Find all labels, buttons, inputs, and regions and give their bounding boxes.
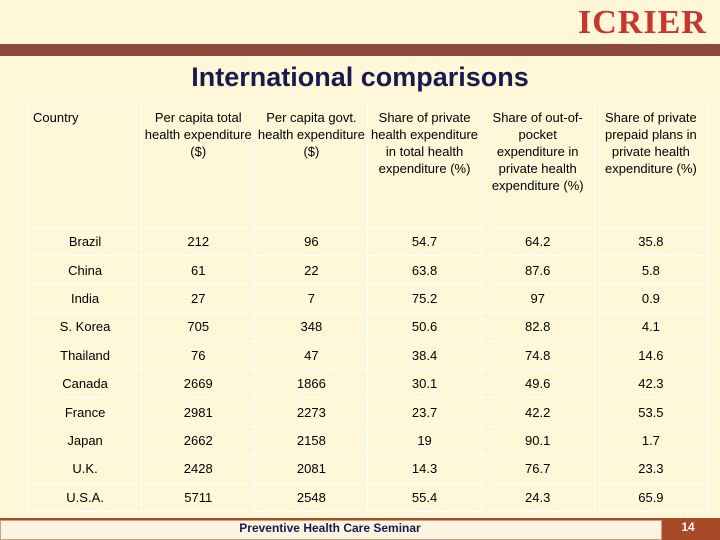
cell-private-share: 75.2: [367, 283, 482, 314]
table-row: France 2981 2273 23.7 42.2 53.5: [27, 397, 709, 427]
cell-country: Thailand: [27, 340, 143, 370]
header-govt-expenditure: Per capita govt. health expenditure ($): [254, 102, 369, 228]
cell-govt-expenditure: 47: [254, 340, 369, 370]
cell-total-expenditure: 2428: [141, 454, 256, 484]
cell-prepaid-share: 42.3: [593, 368, 709, 399]
cell-govt-expenditure: 348: [254, 312, 369, 342]
table-row: U.K. 2428 2081 14.3 76.7 23.3: [27, 454, 709, 484]
cell-private-share: 55.4: [367, 482, 482, 513]
cell-govt-expenditure: 2548: [254, 482, 369, 513]
page-title: International comparisons: [191, 62, 529, 92]
table-row: Canada 2669 1866 30.1 49.6 42.3: [27, 368, 709, 399]
table-row: S. Korea 705 348 50.6 82.8 4.1: [27, 312, 709, 342]
cell-govt-expenditure: 1866: [254, 368, 369, 399]
cell-country: U.K.: [27, 454, 143, 484]
table-row: Japan 2662 2158 19 90.1 1.7: [27, 425, 709, 456]
cell-country: India: [27, 283, 143, 314]
table-row: U.S.A. 5711 2548 55.4 24.3 65.9: [27, 482, 709, 513]
cell-prepaid-share: 5.8: [593, 255, 709, 285]
cell-total-expenditure: 2981: [141, 397, 256, 427]
cell-prepaid-share: 1.7: [593, 425, 709, 456]
cell-out-of-pocket-share: 64.2: [480, 226, 595, 257]
cell-total-expenditure: 2669: [141, 368, 256, 399]
cell-prepaid-share: 23.3: [593, 454, 709, 484]
table-row: China 61 22 63.8 87.6 5.8: [27, 255, 709, 285]
header-total-expenditure: Per capita total health expenditure ($): [141, 102, 256, 228]
footer-seminar-title: Preventive Health Care Seminar: [239, 521, 421, 535]
cell-total-expenditure: 212: [141, 226, 256, 257]
cell-govt-expenditure: 96: [254, 226, 369, 257]
cell-private-share: 38.4: [367, 340, 482, 370]
cell-private-share: 19: [367, 425, 482, 456]
cell-out-of-pocket-share: 24.3: [480, 482, 595, 513]
header-prepaid-share: Share of private prepaid plans in privat…: [593, 102, 709, 228]
cell-govt-expenditure: 2081: [254, 454, 369, 484]
cell-total-expenditure: 2662: [141, 425, 256, 456]
cell-out-of-pocket-share: 90.1: [480, 425, 595, 456]
cell-govt-expenditure: 22: [254, 255, 369, 285]
table-header-row: Country Per capita total health expendit…: [27, 102, 709, 228]
comparison-table-container: Country Per capita total health expendit…: [27, 102, 709, 513]
cell-out-of-pocket-share: 87.6: [480, 255, 595, 285]
icrier-logo: ICRIER: [578, 4, 707, 41]
cell-private-share: 14.3: [367, 454, 482, 484]
cell-private-share: 63.8: [367, 255, 482, 285]
table-row: Thailand 76 47 38.4 74.8 14.6: [27, 340, 709, 370]
cell-prepaid-share: 4.1: [593, 312, 709, 342]
cell-prepaid-share: 0.9: [593, 283, 709, 314]
cell-govt-expenditure: 2158: [254, 425, 369, 456]
cell-country: U.S.A.: [27, 482, 143, 513]
cell-private-share: 23.7: [367, 397, 482, 427]
header-rule: [0, 44, 720, 56]
page-number: 14: [681, 520, 695, 534]
cell-private-share: 50.6: [367, 312, 482, 342]
cell-country: Brazil: [27, 226, 143, 257]
cell-prepaid-share: 53.5: [593, 397, 709, 427]
header-country: Country: [27, 102, 143, 228]
cell-country: China: [27, 255, 143, 285]
cell-prepaid-share: 35.8: [593, 226, 709, 257]
cell-out-of-pocket-share: 76.7: [480, 454, 595, 484]
table-row: Brazil 212 96 54.7 64.2 35.8: [27, 226, 709, 257]
cell-total-expenditure: 705: [141, 312, 256, 342]
cell-total-expenditure: 27: [141, 283, 256, 314]
cell-govt-expenditure: 7: [254, 283, 369, 314]
cell-out-of-pocket-share: 82.8: [480, 312, 595, 342]
cell-prepaid-share: 65.9: [593, 482, 709, 513]
cell-country: Canada: [27, 368, 143, 399]
cell-total-expenditure: 5711: [141, 482, 256, 513]
cell-out-of-pocket-share: 42.2: [480, 397, 595, 427]
cell-out-of-pocket-share: 49.6: [480, 368, 595, 399]
cell-prepaid-share: 14.6: [593, 340, 709, 370]
cell-country: Japan: [27, 425, 143, 456]
cell-out-of-pocket-share: 74.8: [480, 340, 595, 370]
cell-private-share: 54.7: [367, 226, 482, 257]
cell-total-expenditure: 76: [141, 340, 256, 370]
cell-country: S. Korea: [27, 312, 143, 342]
cell-govt-expenditure: 2273: [254, 397, 369, 427]
table-row: India 27 7 75.2 97 0.9: [27, 283, 709, 314]
cell-out-of-pocket-share: 97: [480, 283, 595, 314]
cell-total-expenditure: 61: [141, 255, 256, 285]
cell-private-share: 30.1: [367, 368, 482, 399]
comparison-table: Country Per capita total health expendit…: [27, 102, 709, 513]
header-out-of-pocket-share: Share of out-of-pocket expenditure in pr…: [480, 102, 595, 228]
cell-country: France: [27, 397, 143, 427]
header-private-share: Share of private health expenditure in t…: [367, 102, 482, 228]
